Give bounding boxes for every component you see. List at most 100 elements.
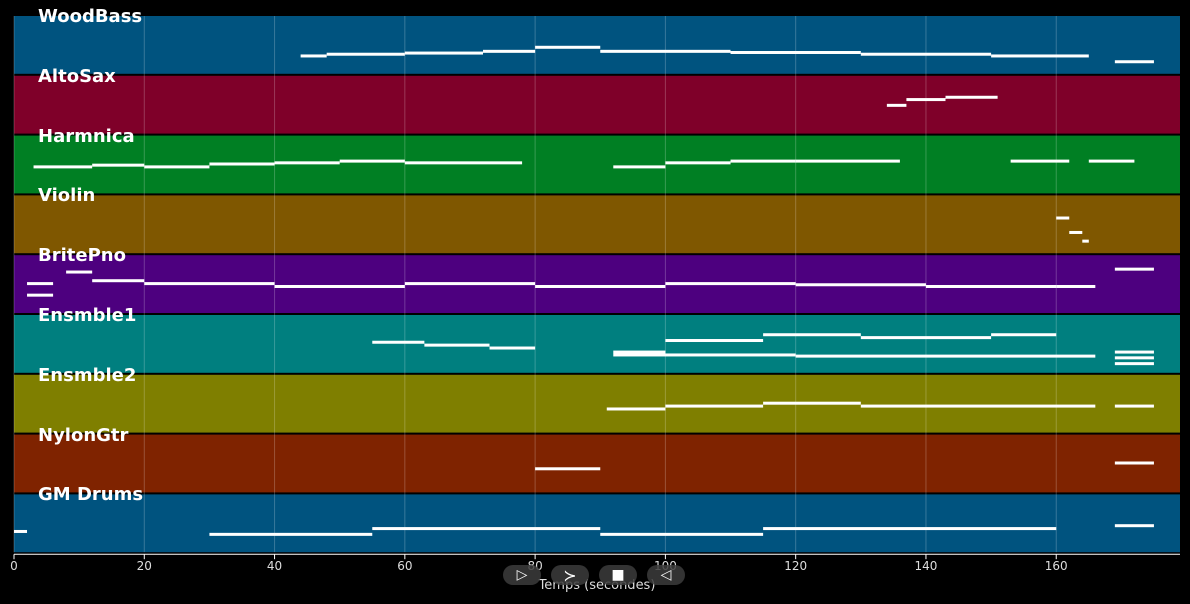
note-segment-0-3 xyxy=(483,49,536,53)
note-segment-4-0 xyxy=(27,282,54,286)
x-tick-label-8: 160 xyxy=(1044,559,1068,573)
track-band-6 xyxy=(14,374,1180,433)
note-segment-3-0 xyxy=(1056,216,1070,220)
x-tick-label-3: 60 xyxy=(397,559,413,573)
note-segment-4-7 xyxy=(535,284,666,288)
note-segment-8-5 xyxy=(1114,524,1154,528)
note-segment-8-4 xyxy=(763,527,1057,531)
note-segment-2-11 xyxy=(1010,159,1070,163)
note-segment-8-1 xyxy=(209,532,373,536)
note-segment-1-1 xyxy=(906,98,946,102)
note-segment-4-2 xyxy=(66,270,93,274)
track-label-5: Ensmble1 xyxy=(38,305,137,326)
note-segment-2-7 xyxy=(613,165,666,169)
note-segment-5-7 xyxy=(991,333,1057,337)
note-segment-5-8 xyxy=(613,353,796,357)
track-band-7 xyxy=(14,434,1180,493)
track-label-4: BritePno xyxy=(38,245,126,267)
track-band-8 xyxy=(14,494,1180,553)
note-segment-3-1 xyxy=(1069,230,1083,234)
stop-icon: ■ xyxy=(611,567,625,583)
note-segment-2-5 xyxy=(339,159,405,163)
note-segment-0-9 xyxy=(1114,60,1154,64)
track-band-0 xyxy=(14,16,1180,74)
track-label-2: Harmnica xyxy=(38,125,135,147)
note-segment-2-12 xyxy=(1088,159,1135,163)
note-segment-5-10 xyxy=(1114,350,1154,354)
note-segment-1-2 xyxy=(945,95,998,99)
note-segment-2-10 xyxy=(795,159,900,163)
note-segment-5-2 xyxy=(489,346,536,350)
x-tick-label-2: 40 xyxy=(266,559,283,573)
x-tick-label-6: 120 xyxy=(784,559,808,573)
track-band-2 xyxy=(14,135,1180,194)
track-label-8: GM Drums xyxy=(38,484,144,506)
note-segment-4-3 xyxy=(92,279,145,283)
forward-button[interactable]: ≻ xyxy=(551,565,589,585)
note-segment-8-2 xyxy=(372,527,601,531)
note-segment-8-0 xyxy=(14,529,28,533)
note-segment-5-6 xyxy=(860,336,992,340)
note-segment-2-1 xyxy=(92,163,145,167)
back-button[interactable]: ◁ xyxy=(647,565,685,585)
note-segment-4-8 xyxy=(665,282,796,286)
note-segment-5-0 xyxy=(372,340,425,344)
note-segment-4-10 xyxy=(925,284,1057,288)
note-segment-2-3 xyxy=(209,162,275,166)
note-segment-0-6 xyxy=(730,50,861,54)
track-band-3 xyxy=(14,195,1180,254)
play-button[interactable]: ▷ xyxy=(503,565,541,585)
note-segment-5-3 xyxy=(613,350,666,354)
note-segment-5-5 xyxy=(763,333,861,337)
note-segment-2-4 xyxy=(274,161,340,165)
note-segment-6-2 xyxy=(763,401,861,405)
note-segment-6-3 xyxy=(860,404,1096,408)
note-segment-4-9 xyxy=(795,283,926,287)
note-segment-0-1 xyxy=(326,52,405,56)
note-segment-1-0 xyxy=(886,103,907,107)
play-icon: ▷ xyxy=(516,567,528,583)
note-segment-2-0 xyxy=(33,165,93,169)
note-segment-5-12 xyxy=(1114,362,1154,366)
note-segment-5-9 xyxy=(795,354,1096,358)
track-label-3: Violin xyxy=(38,185,96,207)
x-tick-label-7: 140 xyxy=(914,559,938,573)
note-segment-2-8 xyxy=(665,161,731,165)
note-segment-3-2 xyxy=(1082,239,1089,243)
track-label-0: WoodBass xyxy=(38,6,143,27)
note-segment-6-0 xyxy=(606,407,666,411)
note-segment-6-4 xyxy=(1114,404,1154,408)
note-segment-4-4 xyxy=(144,282,275,286)
note-segment-4-6 xyxy=(404,282,536,286)
track-label-1: AltoSax xyxy=(38,65,116,87)
note-segment-2-6 xyxy=(404,161,523,165)
note-segment-8-3 xyxy=(600,532,764,536)
x-tick-label-0: 0 xyxy=(10,559,18,573)
note-segment-0-0 xyxy=(300,54,327,58)
note-segment-4-12 xyxy=(1114,267,1154,271)
back-icon: ◁ xyxy=(660,567,672,583)
note-segment-7-0 xyxy=(535,467,601,471)
note-segment-0-7 xyxy=(860,52,992,56)
note-segment-4-11 xyxy=(1056,284,1096,288)
note-segment-0-4 xyxy=(535,45,601,49)
note-segment-6-1 xyxy=(665,404,764,408)
track-label-6: Ensmble2 xyxy=(38,364,137,386)
note-segment-5-1 xyxy=(424,343,490,347)
note-segment-0-2 xyxy=(404,51,484,55)
forward-icon: ≻ xyxy=(563,565,577,585)
note-segment-7-1 xyxy=(1114,461,1154,465)
track-band-1 xyxy=(14,75,1180,134)
note-segment-0-5 xyxy=(600,49,731,53)
note-segment-2-2 xyxy=(144,165,210,169)
track-label-7: NylonGtr xyxy=(38,424,129,446)
stop-button[interactable]: ■ xyxy=(599,565,637,585)
note-segment-4-5 xyxy=(274,284,405,288)
track-band-5 xyxy=(14,315,1180,373)
note-segment-2-9 xyxy=(730,159,796,163)
note-segment-5-4 xyxy=(665,339,764,343)
note-segment-5-11 xyxy=(1114,356,1154,360)
x-tick-label-1: 20 xyxy=(136,559,152,573)
note-segment-4-1 xyxy=(27,293,54,297)
